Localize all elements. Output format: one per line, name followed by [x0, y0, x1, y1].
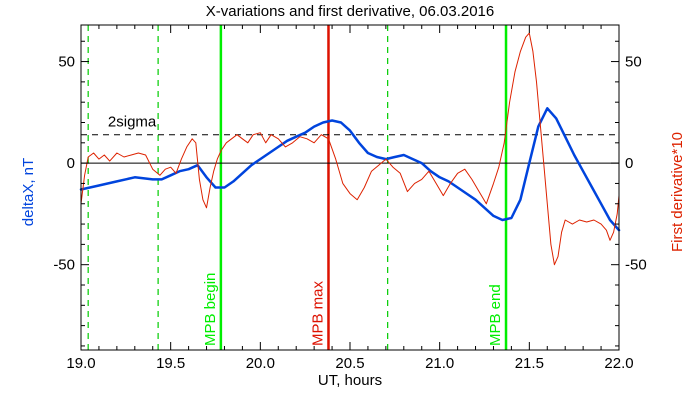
vertical-marker-label-2: MPB begin [202, 273, 219, 346]
y-tick-label-right-1: 0 [625, 155, 633, 172]
y-tick-label-right-2: 50 [625, 54, 642, 71]
x-tick-label-2: 20.0 [246, 355, 275, 372]
x-tick-label-3: 20.5 [335, 355, 364, 372]
x-tick-label-5: 21.5 [515, 355, 544, 372]
x-tick-label-1: 19.5 [156, 355, 185, 372]
vertical-marker-label-5: MPB end [487, 284, 504, 346]
x-tick-label-4: 21.0 [425, 355, 454, 372]
threshold-label: 2sigma [108, 114, 157, 131]
series-lines [79, 32, 621, 266]
y-axis-label-right: First derivative*10 [669, 132, 686, 252]
vertical-marker-label-3: MPB max [309, 280, 326, 346]
marker-labels: MPB begin MPB max MPB end 2sigma [108, 114, 504, 346]
x-axis-label: UT, hours [318, 372, 382, 389]
y-axis-label-left: deltaX, nT [20, 158, 37, 226]
chart-title: X-variations and first derivative, 06.03… [206, 3, 495, 20]
y-tick-label-left-0: -50 [53, 257, 75, 274]
axes: 19.0 19.5 20.0 20.5 21.0 21.5 22.0 -50 -50 0 0 50 50 [53, 24, 647, 372]
series-line-deltax [79, 107, 621, 232]
series-line-first-derivative-10 [80, 32, 620, 266]
x-tick-label-0: 19.0 [66, 355, 95, 372]
y-tick-label-left-2: 50 [58, 54, 75, 71]
y-tick-label-left-1: 0 [67, 155, 75, 172]
x-tick-label-6: 22.0 [604, 355, 633, 372]
y-tick-label-right-0: -50 [625, 257, 647, 274]
